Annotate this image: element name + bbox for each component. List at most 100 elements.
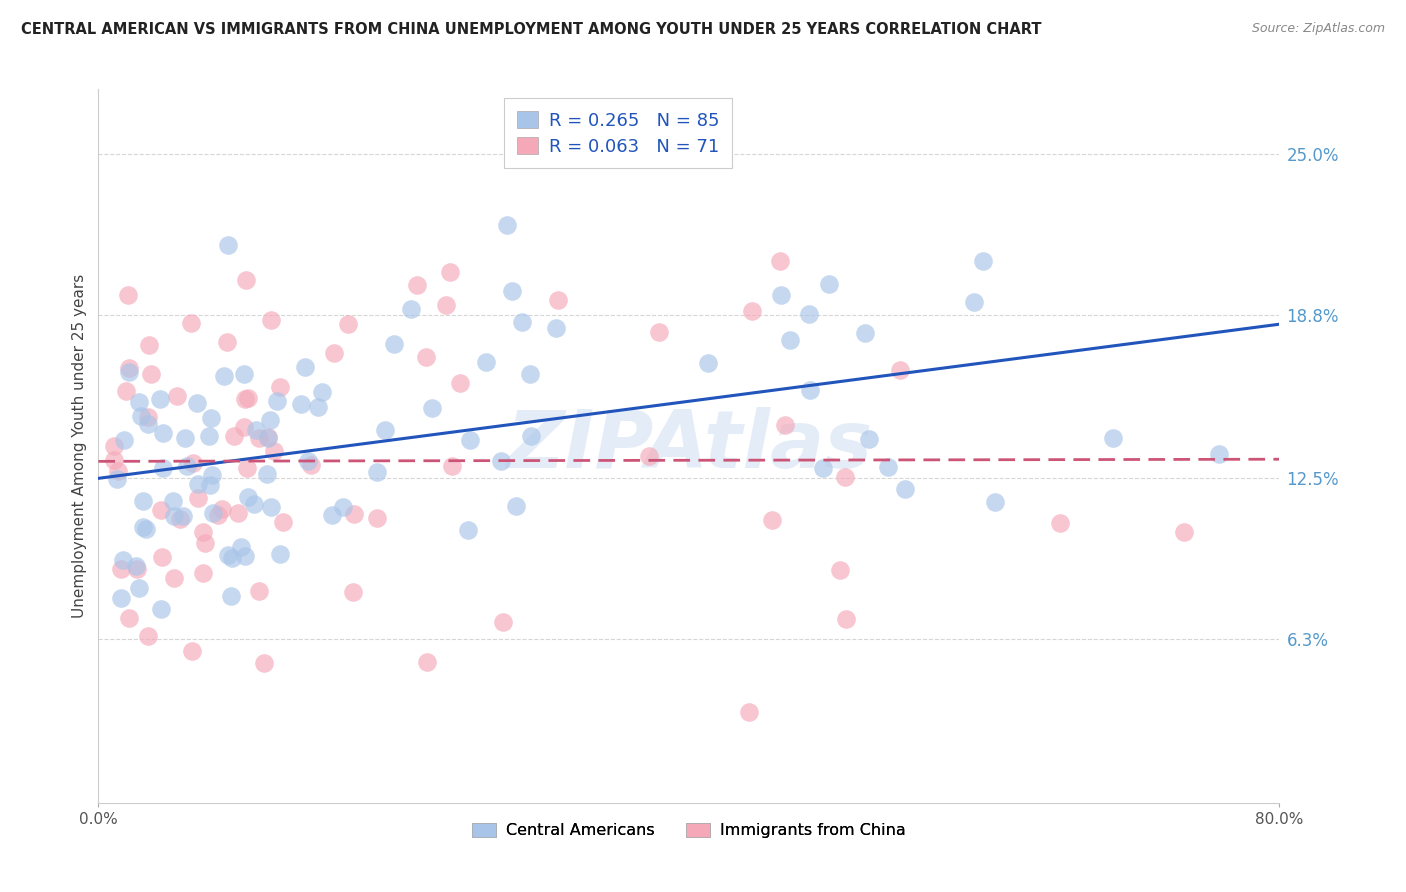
- Point: [128, 581, 150, 595]
- Point: [193, 566, 215, 580]
- Point: [893, 482, 915, 496]
- Point: [201, 468, 224, 483]
- Point: [489, 454, 512, 468]
- Point: [449, 376, 471, 391]
- Point: [434, 297, 457, 311]
- Point: [876, 459, 898, 474]
- Point: [247, 584, 270, 599]
- Point: [191, 524, 214, 539]
- Point: [696, 356, 718, 370]
- Point: [415, 655, 437, 669]
- Point: [382, 337, 405, 351]
- Point: [233, 549, 256, 563]
- Point: [266, 393, 288, 408]
- Point: [263, 443, 285, 458]
- Point: [135, 522, 157, 536]
- Point: [769, 288, 792, 302]
- Point: [307, 400, 329, 414]
- Point: [853, 326, 876, 340]
- Point: [198, 429, 221, 443]
- Point: [201, 506, 224, 520]
- Point: [166, 389, 188, 403]
- Point: [217, 549, 239, 563]
- Point: [779, 333, 801, 347]
- Point: [141, 367, 163, 381]
- Point: [415, 350, 437, 364]
- Point: [219, 590, 242, 604]
- Point: [226, 506, 249, 520]
- Point: [149, 392, 172, 406]
- Point: [834, 470, 856, 484]
- Point: [114, 384, 136, 398]
- Point: [269, 547, 291, 561]
- Point: [245, 423, 267, 437]
- Point: [458, 433, 481, 447]
- Point: [271, 515, 294, 529]
- Point: [238, 491, 260, 505]
- Point: [797, 306, 820, 320]
- Point: [889, 363, 911, 377]
- Point: [125, 558, 148, 573]
- Point: [112, 434, 135, 448]
- Point: [256, 467, 278, 481]
- Point: [233, 392, 256, 407]
- Point: [138, 338, 160, 352]
- Point: [439, 265, 461, 279]
- Point: [366, 465, 388, 479]
- Point: [125, 562, 148, 576]
- Point: [132, 520, 155, 534]
- Point: [233, 419, 256, 434]
- Point: [260, 500, 283, 515]
- Point: [180, 316, 202, 330]
- Point: [972, 253, 994, 268]
- Point: [501, 284, 523, 298]
- Point: [187, 477, 209, 491]
- Point: [163, 508, 186, 523]
- Point: [366, 511, 388, 525]
- Point: [103, 453, 125, 467]
- Point: [200, 411, 222, 425]
- Point: [817, 277, 839, 291]
- Point: [128, 394, 150, 409]
- Point: [311, 385, 333, 400]
- Point: [547, 293, 569, 308]
- Point: [259, 413, 281, 427]
- Point: [505, 499, 527, 513]
- Point: [176, 458, 198, 473]
- Point: [1208, 447, 1230, 461]
- Point: [233, 367, 256, 381]
- Point: [215, 334, 238, 349]
- Point: [149, 503, 172, 517]
- Point: [103, 439, 125, 453]
- Point: [186, 396, 208, 410]
- Point: [648, 325, 671, 339]
- Legend: Central Americans, Immigrants from China: Central Americans, Immigrants from China: [465, 816, 912, 845]
- Point: [214, 368, 236, 383]
- Point: [107, 464, 129, 478]
- Point: [217, 238, 239, 252]
- Point: [441, 459, 464, 474]
- Point: [194, 535, 217, 549]
- Point: [297, 454, 319, 468]
- Point: [741, 304, 763, 318]
- Point: [835, 612, 858, 626]
- Point: [163, 571, 186, 585]
- Point: [207, 508, 229, 522]
- Point: [183, 456, 205, 470]
- Point: [117, 287, 139, 301]
- Point: [200, 477, 222, 491]
- Point: [105, 472, 128, 486]
- Point: [111, 552, 134, 566]
- Point: [799, 384, 821, 398]
- Point: [169, 512, 191, 526]
- Text: ZIPAtlas: ZIPAtlas: [506, 407, 872, 485]
- Point: [491, 615, 513, 629]
- Point: [136, 417, 159, 431]
- Point: [321, 508, 343, 522]
- Point: [221, 551, 243, 566]
- Point: [544, 320, 567, 334]
- Point: [229, 540, 252, 554]
- Point: [294, 360, 316, 375]
- Point: [299, 458, 322, 473]
- Point: [773, 417, 796, 432]
